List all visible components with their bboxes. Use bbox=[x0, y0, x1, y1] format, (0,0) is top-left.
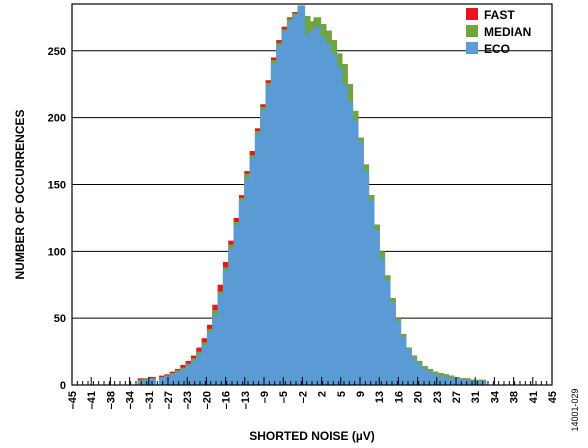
legend-label-fast: FAST bbox=[484, 8, 515, 22]
legend: FAST MEDIAN ECO bbox=[466, 8, 531, 56]
legend-label-eco: ECO bbox=[484, 42, 510, 56]
figure-id: 14001-029 bbox=[570, 388, 580, 431]
bar-eco bbox=[169, 374, 178, 385]
bar-eco bbox=[270, 64, 279, 385]
bar-eco bbox=[308, 30, 316, 386]
bar-eco bbox=[180, 368, 188, 385]
bar-eco bbox=[297, 5, 306, 386]
y-tick-label: 250 bbox=[48, 46, 66, 58]
x-tick-label: –34 bbox=[125, 390, 137, 409]
bar-eco bbox=[233, 224, 242, 385]
bar-eco bbox=[436, 375, 444, 385]
bar-eco bbox=[324, 44, 332, 386]
x-tick-label: 2 bbox=[317, 391, 329, 397]
legend-label-median: MEDIAN bbox=[484, 25, 531, 39]
x-tick-label: –20 bbox=[201, 391, 213, 409]
bar-eco bbox=[318, 37, 327, 386]
bar-eco bbox=[356, 141, 364, 385]
bar-eco bbox=[244, 177, 252, 385]
bar-eco bbox=[260, 109, 268, 386]
bar-eco bbox=[254, 133, 263, 385]
bar-eco bbox=[217, 294, 226, 385]
bar-eco bbox=[313, 26, 322, 385]
x-axis-ticks: –45 –41 –38 –34 –31 –27 –23 –20 –16 –13 –9 –5 –2 2 5 9 1… bbox=[67, 377, 559, 409]
bar-eco bbox=[265, 85, 274, 386]
x-tick-label: 5 bbox=[336, 391, 348, 397]
bar-eco bbox=[361, 171, 370, 385]
bar-eco bbox=[212, 315, 220, 385]
bar-eco bbox=[249, 157, 258, 385]
bar-eco bbox=[398, 336, 407, 385]
x-tick-label: 34 bbox=[489, 390, 501, 403]
x-tick-label: 20 bbox=[413, 391, 425, 403]
x-tick-label: 23 bbox=[432, 391, 444, 403]
x-tick-label: –23 bbox=[182, 391, 194, 409]
x-tick-label: –41 bbox=[86, 391, 98, 409]
bar-eco bbox=[388, 302, 396, 385]
y-tick-label: 150 bbox=[48, 179, 66, 191]
legend-swatch-median bbox=[466, 25, 478, 37]
legend-swatch-eco bbox=[466, 42, 478, 54]
y-tick-label: 50 bbox=[54, 313, 66, 325]
x-tick-label: 38 bbox=[509, 391, 521, 403]
bar-eco bbox=[206, 331, 215, 385]
bar-eco bbox=[430, 374, 439, 385]
bar-eco bbox=[190, 360, 199, 385]
bar-eco bbox=[382, 280, 391, 385]
x-tick-label: –5 bbox=[278, 391, 290, 403]
x-tick-label: 41 bbox=[528, 391, 540, 403]
x-axis-title: SHORTED NOISE (µV) bbox=[249, 429, 375, 443]
x-tick-label: –16 bbox=[221, 391, 233, 409]
x-tick-label: –31 bbox=[144, 391, 156, 409]
x-tick-label: 45 bbox=[547, 391, 559, 403]
bar-eco bbox=[404, 348, 412, 385]
bar-eco bbox=[425, 371, 434, 385]
bar-eco bbox=[340, 84, 348, 386]
legend-swatch-fast bbox=[466, 8, 478, 20]
bar-eco bbox=[377, 258, 386, 385]
bar-eco bbox=[158, 376, 167, 385]
x-tick-label: –2 bbox=[297, 391, 309, 403]
bar-eco bbox=[276, 45, 284, 385]
y-tick-label: 200 bbox=[48, 113, 66, 125]
bar-eco bbox=[185, 364, 194, 385]
bar-eco bbox=[222, 270, 231, 385]
bar-eco bbox=[334, 66, 343, 385]
bar-eco bbox=[196, 354, 204, 385]
bar-eco bbox=[238, 200, 247, 385]
bar-eco bbox=[345, 101, 354, 385]
bar-eco bbox=[292, 14, 300, 385]
y-tick-label: 100 bbox=[48, 246, 66, 258]
bar-eco bbox=[286, 21, 295, 385]
bar-eco bbox=[393, 320, 402, 385]
x-tick-label: 9 bbox=[355, 391, 367, 397]
bar-eco bbox=[414, 363, 423, 385]
x-tick-label: –13 bbox=[240, 391, 252, 409]
y-axis-title: NUMBER OF OCCURRENCES bbox=[13, 109, 27, 279]
x-tick-label: 13 bbox=[374, 391, 386, 403]
bar-eco bbox=[366, 200, 375, 385]
x-tick-label: –45 bbox=[67, 391, 79, 409]
bar-eco bbox=[409, 358, 418, 385]
bar-eco bbox=[174, 371, 183, 385]
bar-eco bbox=[350, 120, 359, 385]
x-tick-label: –38 bbox=[105, 391, 117, 409]
bar-eco bbox=[329, 53, 338, 386]
x-tick-label: 31 bbox=[470, 391, 482, 403]
x-tick-label: –27 bbox=[163, 391, 175, 409]
x-tick-label: 16 bbox=[393, 391, 405, 403]
bar-eco bbox=[302, 34, 311, 385]
x-tick-label: –9 bbox=[259, 391, 271, 403]
histogram-bars bbox=[137, 5, 487, 386]
bar-eco bbox=[420, 368, 428, 385]
bar-eco bbox=[228, 248, 236, 385]
bar-eco bbox=[281, 30, 290, 386]
bar-eco bbox=[441, 376, 450, 385]
y-axis-ticks: 0 50 100 150 200 250 bbox=[48, 46, 66, 392]
bar-eco bbox=[201, 344, 210, 385]
x-tick-label: 27 bbox=[451, 391, 463, 403]
y-tick-label: 0 bbox=[60, 380, 66, 392]
bar-eco bbox=[372, 229, 380, 385]
